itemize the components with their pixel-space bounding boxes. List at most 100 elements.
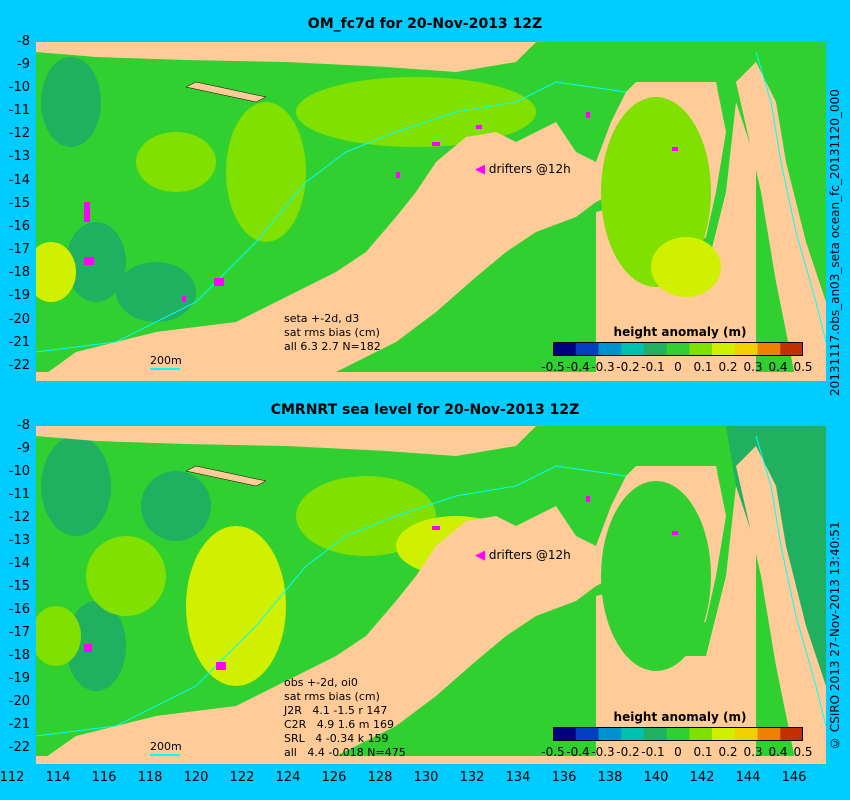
drifters-label: drifters @12h [488,162,571,176]
y-tick: -11 [8,103,30,118]
drifters-legend: ◀ drifters @12h [475,162,571,177]
colorbar-tick: 0.4 [768,745,788,759]
colorbar-swatch [553,342,577,356]
y-tick: -11 [8,487,30,502]
panel-1-title: OM_fc7d for 20-Nov-2013 12Z [307,16,543,32]
y-tick: -18 [8,265,30,280]
colorbar-swatch [780,342,803,356]
scale-bar: 200m [150,354,182,370]
y-tick: -21 [8,335,30,350]
colorbar-swatch [757,342,781,356]
y-tick: -14 [8,173,30,188]
x-tick: 114 [45,770,71,785]
map-panel-observations[interactable] [36,426,826,764]
map-panel-forecast[interactable] [36,42,826,381]
colorbar-swatch [712,342,736,356]
x-tick: 144 [735,770,761,785]
colorbar-swatch [575,342,599,356]
colorbar-tick: 0.5 [793,745,813,759]
x-tick: 138 [597,770,623,785]
y-tick: -12 [8,126,30,141]
colorbar-tick: 0.2 [718,360,738,374]
y-tick: -14 [8,556,30,571]
y-tick: -16 [8,602,30,617]
y-tick: -12 [8,510,30,525]
colorbar-tick: -0.5 [541,360,565,374]
colorbar-swatch [621,727,645,741]
y-tick: -22 [8,740,30,755]
colorbar-tick: -0.2 [616,360,640,374]
colorbar-tick: -0.3 [591,745,615,759]
y-tick: -18 [8,648,30,663]
y-tick: -9 [17,441,30,456]
y-tick: -17 [8,625,30,640]
drifters-legend: ◀ drifters @12h [475,548,571,563]
colorbar-swatch [553,727,577,741]
colorbar-swatch [689,727,713,741]
x-tick: 140 [643,770,669,785]
x-tick: 112 [0,770,25,785]
x-tick: 142 [689,770,715,785]
x-tick: 130 [413,770,439,785]
colorbar-tick: 0.5 [793,360,813,374]
colorbar-swatch [666,727,690,741]
colorbar-tick: 0 [674,360,682,374]
y-tick: -8 [17,418,30,433]
colorbar-swatch [689,342,713,356]
x-tick: 122 [229,770,255,785]
colorbar-tick: 0.3 [743,745,763,759]
x-tick: 124 [275,770,301,785]
colorbar-swatch [734,342,759,356]
y-tick: -22 [8,358,30,373]
colorbar-swatch [621,342,645,356]
x-tick: 146 [781,770,807,785]
colorbar-swatch [643,342,668,356]
panel-2-title: CMRNRT sea level for 20-Nov-2013 12Z [270,402,580,418]
colorbar-swatch [712,727,736,741]
drifter-marker-icon: ◀ [475,548,485,563]
colorbar-title: height anomaly (m) [613,710,747,724]
colorbar-tick: -0.1 [641,745,665,759]
colorbar-swatch [666,342,690,356]
y-tick: -10 [8,80,30,95]
colorbar-swatch [734,727,759,741]
x-tick: 132 [459,770,485,785]
colorbar [553,727,803,741]
colorbar-swatch [598,342,622,356]
colorbar-tick: 0.4 [768,360,788,374]
colorbar-tick: -0.3 [591,360,615,374]
y-tick: -10 [8,464,30,479]
y-tick: -19 [8,671,30,686]
x-tick: 128 [367,770,393,785]
colorbar-tick: 0 [674,745,682,759]
y-tick: -16 [8,219,30,234]
scale-label: 200m [150,740,182,753]
y-tick: -20 [8,312,30,327]
colorbar-swatch [598,727,622,741]
colorbar-tick: -0.2 [616,745,640,759]
colorbar-title: height anomaly (m) [613,325,747,339]
colorbar-tick: -0.1 [641,360,665,374]
y-tick: -8 [17,34,30,49]
y-tick: -9 [17,57,30,72]
colorbar-tick: -0.4 [566,360,590,374]
scale-bar: 200m [150,740,182,756]
drifter-marker-icon: ◀ [475,162,485,177]
colorbar [553,342,803,356]
colorbar-tick: -0.5 [541,745,565,759]
x-tick: 118 [137,770,163,785]
colorbar-swatch [780,727,803,741]
x-tick: 136 [551,770,577,785]
x-tick: 120 [183,770,209,785]
colorbar-tick: 0.1 [693,360,713,374]
colorbar-swatch [643,727,668,741]
side-label-forecast: 20131117.obs_an03_seta ocean_fc_20131120… [828,89,842,396]
side-label-credit: © CSIRO 2013 27-Nov-2013 13:40:51 [828,521,842,750]
stats-annotation-forecast: seta +-2d, d3 sat rms bias (cm) all 6.3 … [284,312,381,353]
y-tick: -19 [8,288,30,303]
stats-annotation-observations: obs +-2d, oi0 sat rms bias (cm) J2R 4.1 … [284,676,406,759]
drifters-label: drifters @12h [488,548,571,562]
colorbar-swatch [575,727,599,741]
y-tick: -13 [8,533,30,548]
scale-label: 200m [150,354,182,367]
